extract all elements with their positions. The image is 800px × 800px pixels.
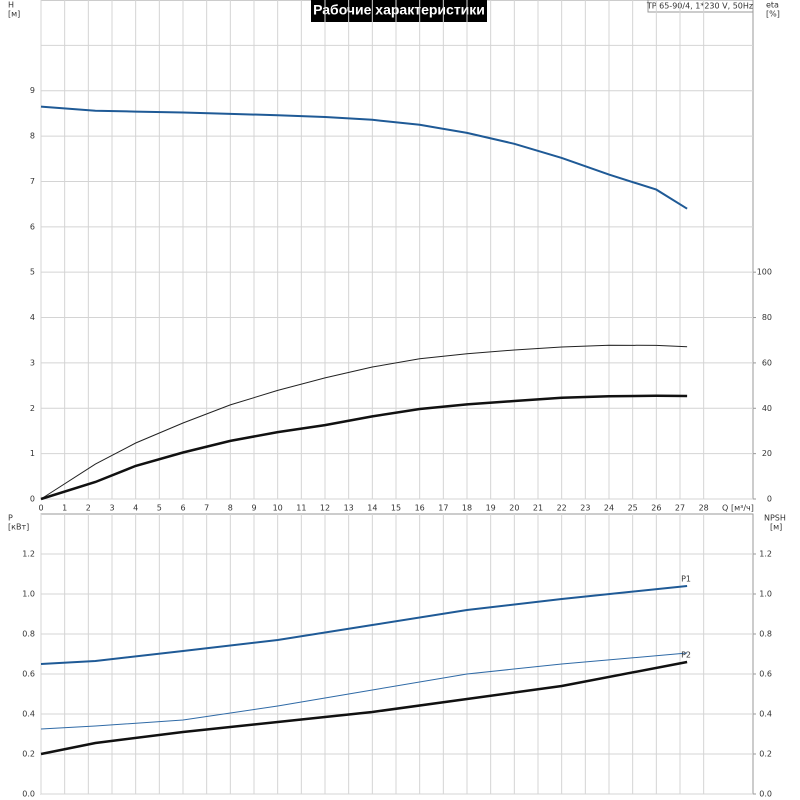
subtitle-box	[647, 0, 754, 13]
x-tick-label: 12	[320, 504, 330, 513]
y-tick-label: 1	[30, 449, 35, 458]
x-tick-label: 27	[675, 504, 685, 513]
curve	[40, 394, 688, 501]
x-tick-label: 4	[133, 504, 138, 513]
x-tick-label: 13	[344, 504, 354, 513]
x-tick-label: 19	[486, 504, 496, 513]
y-tick-label: 3	[30, 358, 35, 367]
x-tick-label: 6	[180, 504, 185, 513]
y2-tick-label: 20	[762, 449, 772, 458]
y-tick-label: 9	[30, 86, 35, 95]
curve	[40, 344, 688, 500]
y-unit: [м]	[8, 10, 20, 19]
curve	[40, 585, 688, 665]
x-tick-label: 23	[580, 504, 590, 513]
y2-tick-label: 0.8	[759, 630, 772, 639]
y2-label: NPSH	[764, 514, 786, 523]
y2-tick-label: 80	[762, 313, 772, 322]
y-tick-label: 0.8	[22, 630, 35, 639]
subtitle: TP 65-90/4, 1*230 V, 50Hz	[646, 2, 753, 11]
y-tick-label: 1.0	[22, 590, 35, 599]
x-label: Q	[722, 504, 728, 513]
x-tick-label: 0	[38, 504, 43, 513]
x-tick-label: 18	[462, 504, 472, 513]
y-tick-label: 1.2	[22, 550, 35, 559]
x-tick-label: 8	[228, 504, 233, 513]
y2-label: eta	[766, 1, 779, 10]
y-tick-label: 5	[30, 268, 35, 277]
y-label: P	[8, 514, 13, 523]
x-tick-label: 7	[204, 504, 209, 513]
x-tick-label: 5	[157, 504, 162, 513]
y2-unit: [%]	[766, 10, 780, 19]
x-tick-label: 16	[415, 504, 425, 513]
y-tick-label: 7	[30, 177, 35, 186]
plot-frame	[40, 513, 754, 795]
x-tick-label: 25	[628, 504, 638, 513]
y2-tick-label: 0.4	[759, 710, 772, 719]
x-tick-label: 28	[699, 504, 709, 513]
y2-tick-label: 0	[767, 495, 772, 504]
curve	[40, 652, 688, 730]
y-tick-label: 0.2	[22, 750, 35, 759]
curve	[40, 660, 688, 756]
y-tick-label: 2	[30, 404, 35, 413]
x-tick-label: 9	[251, 504, 256, 513]
y2-unit: [м]	[770, 523, 782, 532]
y2-tick-label: 0.0	[759, 790, 772, 799]
y2-tick-label: 0.6	[759, 670, 772, 679]
x-tick-label: 1	[62, 504, 67, 513]
curve	[40, 105, 688, 210]
x-tick-label: 15	[391, 504, 401, 513]
x-tick-label: 2	[86, 504, 91, 513]
y-tick-label: 0.4	[22, 710, 35, 719]
x-tick-label: 3	[109, 504, 114, 513]
series-label: P2	[681, 651, 691, 660]
x-tick-label: 21	[533, 504, 543, 513]
x-tick-label: 17	[438, 504, 448, 513]
plot-frame	[40, 0, 754, 500]
x-tick-label: 10	[273, 504, 283, 513]
y-tick-label: 0.0	[22, 790, 35, 799]
x-tick-label: 11	[296, 504, 306, 513]
x-tick-label: 20	[509, 504, 519, 513]
x-tick-label: 14	[367, 504, 377, 513]
y-tick-label: 4	[30, 313, 35, 322]
y2-tick-label: 1.2	[759, 550, 772, 559]
y2-tick-label: 100	[757, 268, 772, 277]
y-unit: [кВт]	[8, 523, 29, 532]
y2-tick-label: 60	[762, 358, 772, 367]
x-tick-label: 22	[557, 504, 567, 513]
y-tick-label: 8	[30, 132, 35, 141]
series-label: P1	[681, 575, 691, 584]
y2-tick-label: 1.0	[759, 590, 772, 599]
y2-tick-label: 0.2	[759, 750, 772, 759]
y-tick-label: 0.6	[22, 670, 35, 679]
y2-tick-label: 40	[762, 404, 772, 413]
x-unit: [м³/ч]	[731, 504, 754, 513]
chart-title: Рабочие характеристики	[313, 2, 485, 18]
y-tick-label: 0	[30, 495, 35, 504]
x-tick-label: 24	[604, 504, 614, 513]
y-label: H	[8, 1, 14, 10]
x-tick-label: 26	[651, 504, 661, 513]
y-tick-label: 6	[30, 222, 35, 231]
